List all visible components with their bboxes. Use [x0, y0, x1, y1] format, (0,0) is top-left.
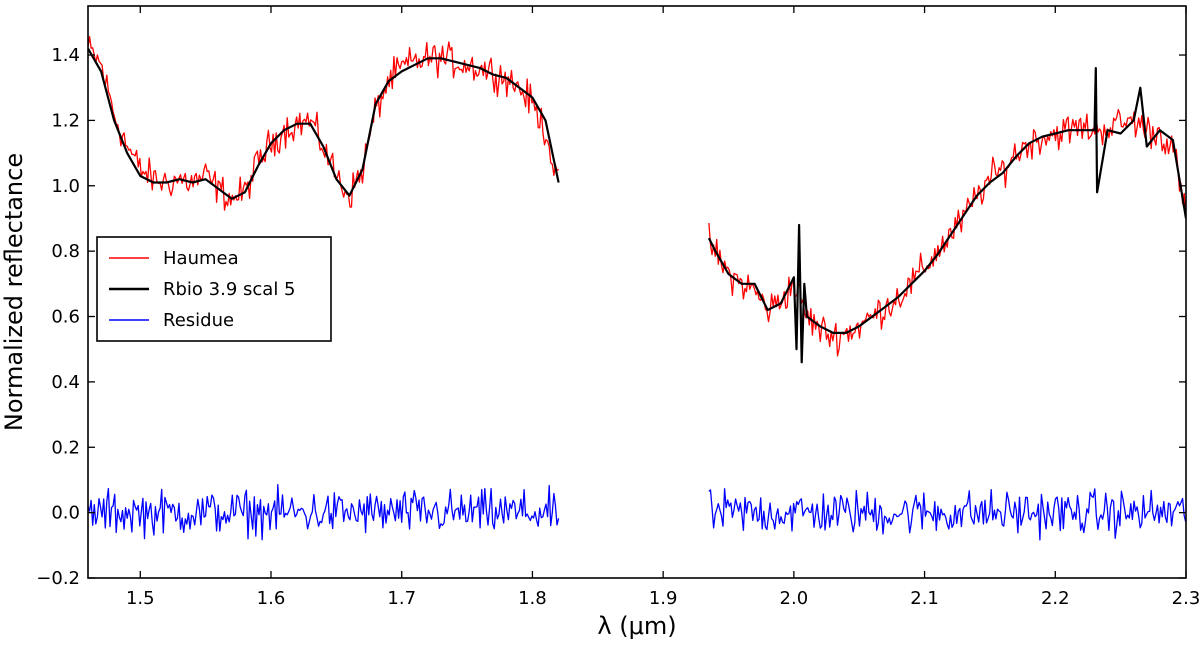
x-tick-label: 1.6: [257, 588, 286, 609]
series-line-3-segment-1: [88, 484, 560, 541]
axes-layer: 1.5 1.6 1.7 1.8 1.9 2.0 2.1 2.2 2.3 −0.2 0.0 0.2 0.4…: [36, 5, 1200, 609]
x-tick-label: 1.5: [126, 588, 155, 609]
y-tick-label: 0.6: [51, 307, 80, 328]
y-tick-label: 1.2: [51, 110, 80, 131]
x-tick-label: 1.8: [518, 588, 547, 609]
y-tick-label: 0.0: [51, 503, 80, 524]
y-tick-label: 0.4: [51, 372, 80, 393]
plot-frame: [87, 5, 1187, 579]
legend-label: Rbio 3.9 scal 5: [163, 279, 296, 300]
y-tick-label: −0.2: [36, 568, 80, 589]
x-tick-label: 2.2: [1041, 588, 1070, 609]
y-tick-label: 0.2: [51, 437, 80, 458]
legend-label: Residue: [163, 310, 234, 331]
y-tick-label: 1.4: [51, 45, 80, 66]
y-tick-label: 0.8: [51, 241, 80, 262]
legend: Haumea Rbio 3.9 scal 5 Residue: [96, 236, 332, 342]
legend-label: Haumea: [163, 248, 239, 269]
x-tick-label: 2.0: [780, 588, 809, 609]
y-tick-label: 1.0: [51, 176, 80, 197]
series-line-2-segment-2: [707, 66, 1186, 364]
series-line-2-segment-1: [88, 47, 560, 200]
series-line-3-segment-2: [708, 488, 1186, 541]
x-tick-label: 2.1: [910, 588, 939, 609]
y-axis-label: Normalized reflectance: [0, 153, 28, 431]
series-line-1-segment-1: [88, 36, 560, 211]
series-line-1-segment-2: [708, 108, 1186, 357]
x-tick-label: 2.3: [1172, 588, 1200, 609]
series-layer: [88, 36, 1186, 541]
x-axis-label: λ (μm): [597, 612, 676, 640]
x-tick-label: 1.7: [387, 588, 416, 609]
x-tick-label: 1.9: [649, 588, 678, 609]
